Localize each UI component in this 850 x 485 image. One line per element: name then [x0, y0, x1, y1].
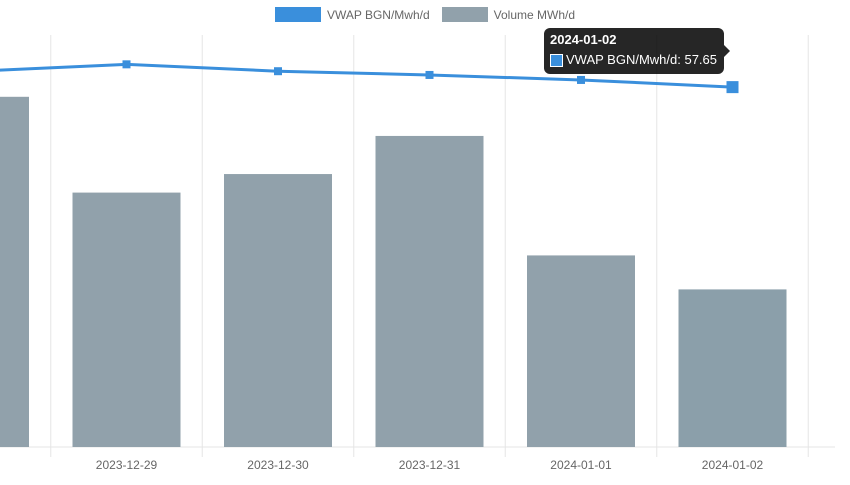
vwap-point-2023-12-31 [425, 70, 434, 79]
tooltip-swatch [550, 53, 563, 67]
bar-2024-01-01 [527, 255, 635, 447]
vwap-point-2024-01-01 [577, 75, 585, 84]
vwap-line [0, 62, 733, 89]
legend-label-volume: Volume MWh/d [493, 7, 576, 22]
tooltip-value: VWAP BGN/Mwh/d: 57.65 [566, 52, 718, 67]
x-tick-label: 2023-12-29 [96, 458, 158, 472]
bar-2023-12-28 [0, 96, 29, 448]
x-tick-label: 2024-01-02 [702, 458, 764, 472]
bar-2023-12-30 [224, 174, 332, 448]
legend: VWAP BGN/Mwh/d Volume MWh/d [0, 7, 850, 22]
legend-swatch-volume [441, 7, 488, 22]
tooltip-row: VWAP BGN/Mwh/d: 57.65 [550, 52, 718, 68]
bar-2023-12-31 [375, 135, 484, 447]
legend-item-vwap[interactable]: VWAP BGN/Mwh/d [274, 7, 430, 22]
legend-label-vwap: VWAP BGN/Mwh/d [326, 7, 430, 22]
legend-item-volume[interactable]: Volume MWh/d [441, 7, 576, 22]
tooltip-caret [724, 45, 730, 57]
vwap-point-2024-01-02 [726, 81, 739, 94]
x-tick-label: 2023-12-30 [247, 458, 309, 472]
bar-2023-12-29 [72, 192, 181, 447]
vwap-point-2023-12-30 [274, 67, 282, 76]
x-tick-label: 2024-01-01 [550, 458, 612, 472]
vwap-point-2023-12-29 [122, 60, 131, 69]
tooltip: 2024-01-02 VWAP BGN/Mwh/d: 57.65 [544, 28, 724, 74]
legend-swatch-vwap [274, 7, 321, 22]
tooltip-title: 2024-01-02 [550, 32, 617, 47]
bar-2024-01-02 [678, 289, 787, 447]
x-tick-label: 2023-12-31 [399, 458, 461, 472]
